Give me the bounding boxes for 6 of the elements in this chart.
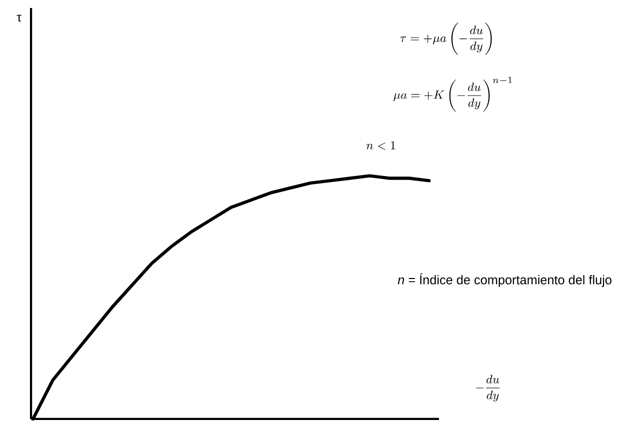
text: $\mu a = +K\left(-\frac{du}{dy}\right)^{n-1}$ [394,76,512,112]
annotation: n = Índice de comportamiento del flujo [398,273,612,287]
x-axis-title: $-\frac{du}{dy}$ [476,374,500,402]
text: $n<1$ [366,141,396,150]
text: τ [16,14,22,22]
text: $\tau = +\mu a\left(-\frac{du}{dy}\right)$ [400,22,492,55]
